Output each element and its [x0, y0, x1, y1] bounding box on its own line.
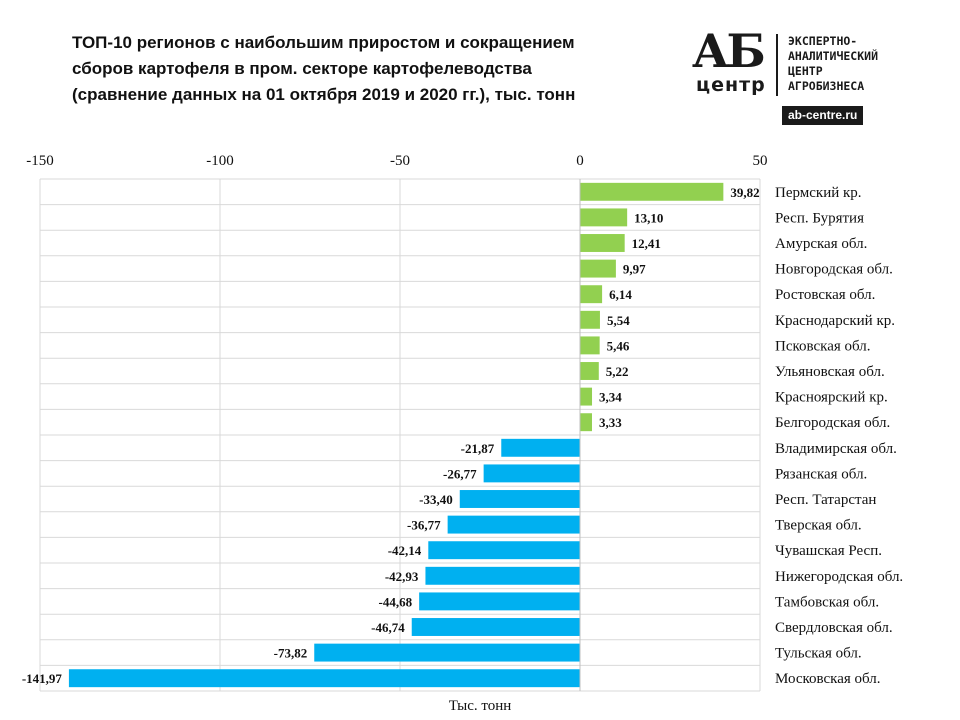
data-label: 5,22	[606, 364, 629, 379]
title-line-2: сборов картофеля в пром. секторе картофе…	[72, 59, 532, 78]
title-line-1: ТОП-10 регионов с наибольшим приростом и…	[72, 33, 575, 52]
category-label: Тверская обл.	[775, 518, 862, 534]
data-label: 9,97	[623, 262, 646, 277]
bar	[483, 464, 580, 483]
category-label: Тамбовская обл.	[775, 594, 879, 610]
bar	[68, 669, 581, 688]
data-label: -46,74	[371, 620, 405, 635]
ab-centre-logo: АБ центр ЭКСПЕРТНО- АНАЛИТИЧЕСКИЙ ЦЕНТР …	[690, 26, 940, 125]
bar	[419, 592, 580, 611]
x-tick-label: -50	[390, 153, 410, 169]
bar	[580, 182, 724, 201]
bar	[314, 643, 580, 662]
bar	[428, 541, 580, 560]
x-tick-label: 50	[753, 153, 768, 169]
bar	[580, 285, 603, 304]
bar	[580, 259, 616, 278]
category-label: Рязанская обл.	[775, 466, 867, 482]
category-label: Тульская обл.	[775, 646, 862, 662]
category-label: Белгородская обл.	[775, 415, 890, 431]
title-line-3: (сравнение данных на 01 октября 2019 и 2…	[72, 85, 576, 104]
bar	[459, 490, 580, 508]
data-label: -42,93	[385, 569, 419, 584]
bar	[447, 515, 580, 534]
data-label: -73,82	[274, 646, 308, 661]
category-label: Респ. Бурятия	[775, 210, 864, 226]
logo-url[interactable]: ab-centre.ru	[782, 106, 864, 125]
logo-mark-bottom: центр	[696, 74, 766, 96]
bar	[501, 438, 580, 457]
data-label: 5,54	[607, 313, 630, 328]
chart-title: ТОП-10 регионов с наибольшим приростом и…	[72, 30, 662, 108]
logo-org-line-4: АГРОБИЗНЕСА	[788, 79, 865, 93]
x-tick-label: 0	[576, 153, 584, 169]
logo-org-line-3: ЦЕНТР	[788, 64, 823, 78]
bar	[425, 566, 580, 585]
bar	[580, 362, 599, 380]
x-axis-title: Тыс. тонн	[449, 698, 512, 714]
data-label: -141,97	[22, 671, 63, 686]
bar	[580, 310, 600, 329]
data-label: 39,82	[730, 185, 759, 200]
data-label: -36,77	[407, 518, 441, 533]
logo-divider	[776, 34, 778, 96]
data-label: 12,41	[632, 236, 661, 251]
data-label: 6,14	[609, 287, 632, 302]
x-tick-label: -100	[206, 153, 234, 169]
data-label: -21,87	[461, 441, 495, 456]
data-label: 3,33	[599, 415, 622, 430]
bar	[580, 413, 592, 432]
category-label: Владимирская обл.	[775, 441, 897, 457]
logo-mark: АБ центр	[690, 26, 782, 100]
data-label: 13,10	[634, 210, 663, 225]
x-tick-label: -150	[26, 153, 54, 169]
category-label: Новгородская обл.	[775, 262, 893, 278]
category-label: Чувашская Респ.	[775, 543, 882, 559]
data-label: -42,14	[388, 543, 422, 558]
data-label: -33,40	[419, 492, 453, 507]
category-label: Псковская обл.	[775, 338, 871, 354]
logo-org-name: ЭКСПЕРТНО- АНАЛИТИЧЕСКИЙ ЦЕНТР АГРОБИЗНЕ…	[788, 34, 878, 94]
bar	[411, 618, 580, 636]
category-label: Нижегородская обл.	[775, 569, 903, 585]
data-label: -44,68	[379, 594, 413, 609]
logo-mark-top: АБ	[692, 24, 766, 78]
category-label: Краснодарский кр.	[775, 313, 895, 329]
category-label: Респ. Татарстан	[775, 492, 876, 508]
logo-org-line-1: ЭКСПЕРТНО-	[788, 34, 858, 48]
bar	[580, 208, 628, 227]
data-label: 5,46	[607, 338, 630, 353]
data-label: 3,34	[599, 390, 622, 405]
bar	[580, 387, 593, 406]
bar	[580, 336, 600, 355]
logo-org-line-2: АНАЛИТИЧЕСКИЙ	[788, 49, 879, 63]
category-label: Красноярский кр.	[775, 390, 888, 406]
category-label: Пермский кр.	[775, 185, 862, 201]
category-label: Амурская обл.	[775, 236, 867, 252]
bar	[580, 234, 625, 252]
category-label: Московская обл.	[775, 671, 881, 687]
category-label: Ростовская обл.	[775, 287, 875, 303]
category-label: Свердловская обл.	[775, 620, 893, 636]
data-label: -26,77	[443, 466, 477, 481]
category-label: Ульяновская обл.	[775, 364, 885, 380]
